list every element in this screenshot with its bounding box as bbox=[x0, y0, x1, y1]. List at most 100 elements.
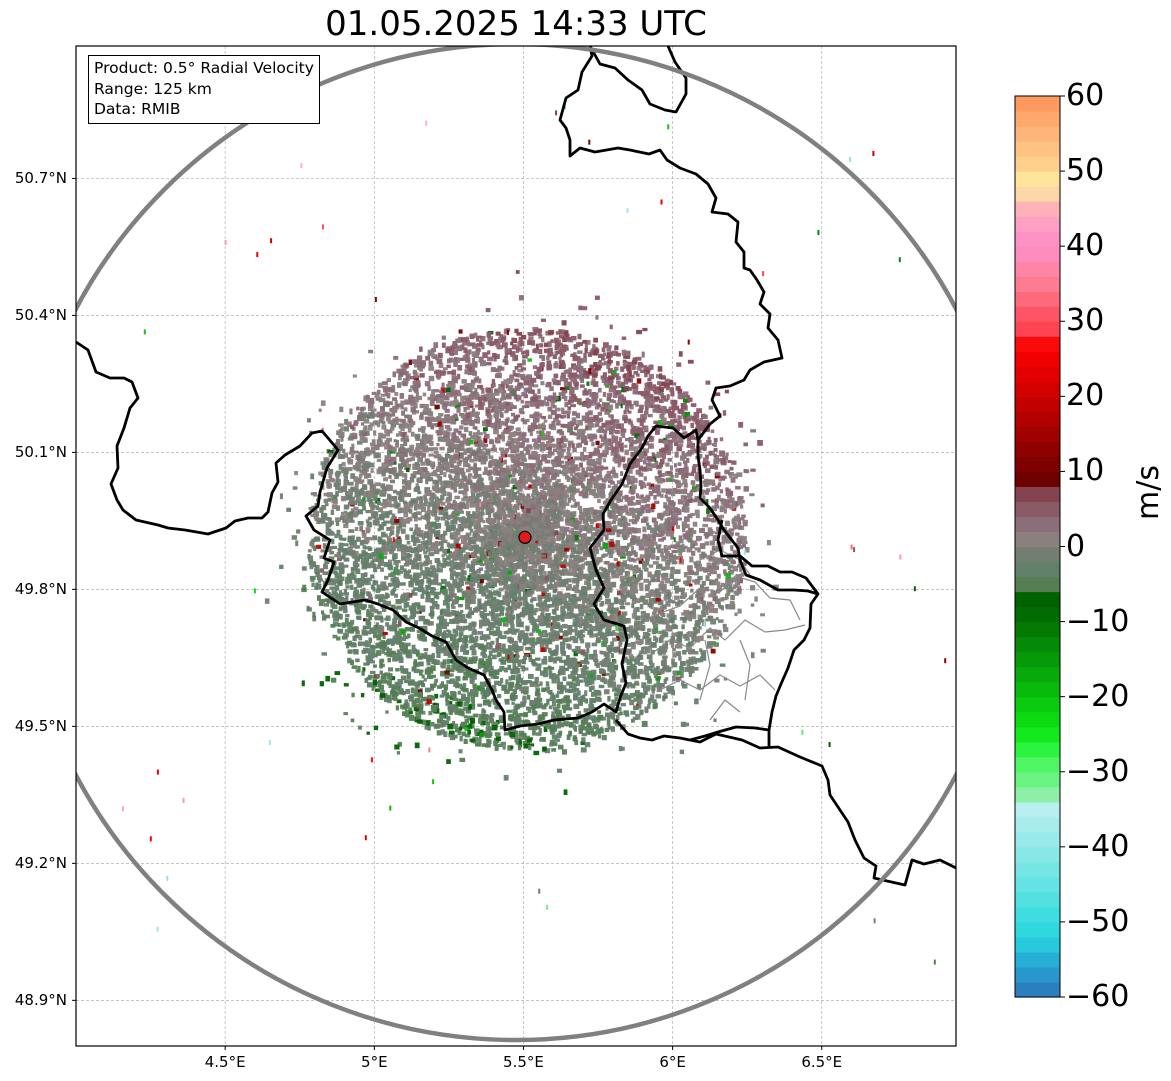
colorbar-tick-label: −40 bbox=[1066, 828, 1130, 864]
colorbar-segment bbox=[1015, 771, 1060, 788]
colorbar-tick-label: 60 bbox=[1066, 78, 1105, 113]
colorbar-segment bbox=[1015, 666, 1060, 683]
colorbar-segment bbox=[1015, 486, 1060, 503]
colorbar-segment bbox=[1015, 756, 1060, 773]
lon-tick-label: 4.5°E bbox=[204, 1053, 246, 1071]
info-product: Product: 0.5° Radial Velocity bbox=[94, 59, 314, 77]
colorbar-segment bbox=[1015, 636, 1060, 653]
colorbar-segment bbox=[1015, 531, 1060, 548]
colorbar-segment bbox=[1015, 621, 1060, 638]
colorbar-tick-label: 40 bbox=[1066, 228, 1105, 264]
colorbar-segment bbox=[1015, 261, 1060, 277]
radar-site-marker[interactable] bbox=[518, 530, 532, 544]
colorbar-segment bbox=[1015, 291, 1060, 307]
lat-tick-label: 48.9°N bbox=[14, 991, 67, 1010]
colorbar-segment bbox=[1015, 876, 1060, 893]
colorbar-segment bbox=[1015, 846, 1060, 863]
colorbar-tick-label: −50 bbox=[1066, 903, 1130, 939]
colorbar-segment bbox=[1015, 471, 1060, 488]
colorbar-tick-label: −30 bbox=[1066, 753, 1130, 789]
colorbar-unit: m/s bbox=[1131, 465, 1166, 520]
colorbar-segment bbox=[1015, 411, 1060, 427]
colorbar-segment bbox=[1015, 741, 1060, 758]
colorbar-segment bbox=[1015, 711, 1060, 728]
colorbar-segment bbox=[1015, 606, 1060, 623]
colorbar-segment bbox=[1015, 216, 1060, 232]
colorbar-segment bbox=[1015, 186, 1060, 202]
lat-tick-label: 50.1°N bbox=[14, 443, 67, 462]
velocity-echoes bbox=[121, 104, 947, 965]
lat-tick-label: 49.8°N bbox=[14, 580, 67, 599]
colorbar-tick-label: −20 bbox=[1066, 678, 1130, 714]
colorbar-segment bbox=[1015, 816, 1060, 833]
colorbar-segment bbox=[1015, 336, 1060, 352]
colorbar-segment bbox=[1015, 276, 1060, 292]
colorbar-segment bbox=[1015, 171, 1060, 187]
colorbar-segment bbox=[1015, 96, 1060, 112]
colorbar-segment bbox=[1015, 126, 1060, 142]
lon-tick-label: 6.5°E bbox=[801, 1053, 843, 1071]
colorbar-segment bbox=[1015, 156, 1060, 172]
radar-range-ring bbox=[76, 46, 956, 1043]
colorbar-segment bbox=[1015, 111, 1060, 127]
colorbar-segment bbox=[1015, 321, 1060, 337]
info-box: Product: 0.5° Radial Velocity Range: 125… bbox=[88, 55, 320, 124]
colorbar-segment bbox=[1015, 351, 1060, 367]
lon-tick-label: 6°E bbox=[659, 1053, 686, 1071]
lat-tick-label: 49.2°N bbox=[14, 854, 67, 873]
plot-title: 01.05.2025 14:33 UTC bbox=[325, 4, 707, 44]
colorbar-segment bbox=[1015, 591, 1060, 608]
colorbar-segment bbox=[1015, 936, 1060, 953]
lon-tick-label: 5°E bbox=[361, 1053, 388, 1071]
colorbar-segment bbox=[1015, 426, 1060, 442]
colorbar-segment bbox=[1015, 246, 1060, 262]
colorbar-segment bbox=[1015, 966, 1060, 983]
lat-tick-label: 50.7°N bbox=[14, 169, 67, 188]
colorbar-segment bbox=[1015, 456, 1060, 473]
colorbar-tick-label: −60 bbox=[1066, 979, 1130, 1014]
colorbar-segment bbox=[1015, 366, 1060, 382]
colorbar-segment bbox=[1015, 921, 1060, 938]
colorbar-segment bbox=[1015, 906, 1060, 923]
internal-boundary bbox=[631, 549, 806, 721]
colorbar-segment bbox=[1015, 681, 1060, 698]
colorbar-segment bbox=[1015, 891, 1060, 908]
colorbar-segment bbox=[1015, 561, 1060, 578]
colorbar-segment bbox=[1015, 861, 1060, 878]
colorbar-segment bbox=[1015, 651, 1060, 668]
axis-ticks bbox=[72, 177, 823, 1050]
colorbar-segment bbox=[1015, 786, 1060, 803]
colorbar-segment bbox=[1015, 381, 1060, 397]
colorbar-segment bbox=[1015, 441, 1060, 457]
colorbar-tick-label: −10 bbox=[1066, 603, 1130, 639]
country-border bbox=[76, 46, 956, 887]
colorbar-segment bbox=[1015, 501, 1060, 518]
colorbar-segment bbox=[1015, 726, 1060, 743]
colorbar-segment bbox=[1015, 141, 1060, 157]
lat-tick-label: 49.5°N bbox=[14, 717, 67, 736]
colorbar-segment bbox=[1015, 951, 1060, 968]
colorbar-segment bbox=[1015, 231, 1060, 247]
colorbar-tick-label: 50 bbox=[1066, 153, 1105, 189]
colorbar-segment bbox=[1015, 396, 1060, 412]
lat-tick-label: 50.4°N bbox=[14, 306, 67, 325]
colorbar-ticks bbox=[1060, 95, 1065, 998]
colorbar-segment bbox=[1015, 696, 1060, 713]
colorbar-segment bbox=[1015, 981, 1060, 998]
colorbar-tick-label: 0 bbox=[1066, 528, 1086, 564]
lon-tick-label: 5.5°E bbox=[503, 1053, 544, 1071]
colorbar-segment bbox=[1015, 546, 1060, 563]
colorbar-tick-label: 10 bbox=[1066, 453, 1105, 489]
map-frame bbox=[75, 45, 957, 1047]
colorbar-segment bbox=[1015, 576, 1060, 593]
colorbar-segment bbox=[1015, 516, 1060, 533]
colorbar-tick-label: 20 bbox=[1066, 378, 1105, 414]
colorbar-segments bbox=[1015, 96, 1060, 998]
colorbar-segment bbox=[1015, 831, 1060, 848]
colorbar-segment bbox=[1015, 306, 1060, 322]
colorbar-segment bbox=[1015, 801, 1060, 818]
colorbar-tick-label: 30 bbox=[1066, 303, 1105, 339]
colorbar-segment bbox=[1015, 201, 1060, 217]
